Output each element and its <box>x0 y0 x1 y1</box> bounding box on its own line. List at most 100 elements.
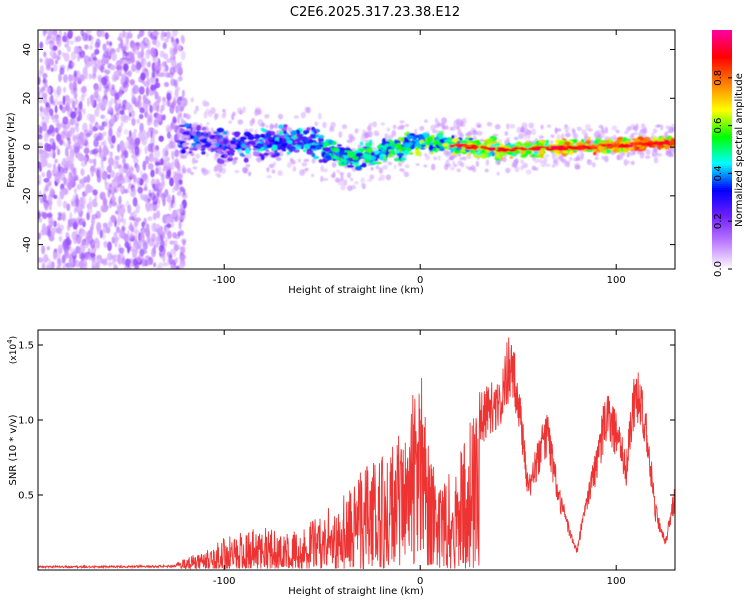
heatmap-cell <box>113 231 118 237</box>
heatmap-cell <box>647 143 652 147</box>
heatmap-cell <box>80 95 85 102</box>
heatmap-cell <box>146 261 150 266</box>
heatmap-cell <box>181 246 186 254</box>
heatmap-cell <box>66 46 71 53</box>
y-tick-label: -20 <box>22 188 33 204</box>
heatmap-cell <box>165 236 169 243</box>
heatmap-cell <box>266 175 273 179</box>
heatmap-cell <box>237 119 244 125</box>
heatmap-cell <box>632 149 636 155</box>
colorbar-segment <box>712 221 732 224</box>
heatmap-cell <box>183 112 187 118</box>
snr-y-label: SNR (10 * v/v) <box>8 414 19 485</box>
heatmap-cell <box>664 141 671 145</box>
colorbar-label: Normalized spectral amplitude <box>734 73 745 227</box>
heatmap-cell <box>54 105 58 114</box>
heatmap-cell <box>95 135 101 141</box>
heatmap-cell <box>329 125 334 130</box>
y-tick-label: 1.5 <box>18 341 34 352</box>
heatmap-cell <box>190 97 195 103</box>
heatmap-cell <box>399 120 405 124</box>
colorbar-segment <box>712 43 732 47</box>
heatmap-cell <box>281 149 287 152</box>
colorbar-segment <box>712 205 732 208</box>
heatmap-cell <box>61 35 68 43</box>
heatmap-cell <box>315 134 320 138</box>
heatmap-cell <box>107 188 111 198</box>
heatmap-cell <box>263 152 270 156</box>
heatmap-cell <box>202 168 208 176</box>
heatmap-cell <box>447 141 455 145</box>
heatmap-cell <box>160 181 165 190</box>
heatmap-cell <box>374 150 381 155</box>
colorbar-segment <box>712 147 732 151</box>
heatmap-cell <box>293 149 300 153</box>
y-tick-label: 0.5 <box>18 491 34 502</box>
heatmap-cell <box>46 35 51 40</box>
heatmap-cell <box>451 126 456 131</box>
heatmap-cell <box>229 140 236 145</box>
heatmap-cell <box>204 135 211 138</box>
heatmap-cell <box>57 148 61 156</box>
heatmap-cell <box>397 161 403 167</box>
heatmap-cell <box>129 79 135 86</box>
heatmap-cell <box>161 231 166 240</box>
heatmap-cell <box>150 84 156 91</box>
heatmap-cell <box>354 128 359 134</box>
heatmap-cell <box>278 124 284 129</box>
heatmap-cell <box>332 141 337 146</box>
heatmap-cell <box>170 122 175 130</box>
colorbar-segment <box>712 63 732 67</box>
colorbar-segment <box>712 49 732 53</box>
heatmap-cell <box>322 177 329 182</box>
heatmap-cell <box>91 264 96 269</box>
heatmap-cell <box>424 119 428 123</box>
colorbar-segment <box>712 159 732 163</box>
heatmap-cell <box>456 168 461 173</box>
heatmap-cell <box>533 158 540 164</box>
heatmap-cell <box>191 157 196 165</box>
heatmap-cell <box>191 123 198 129</box>
heatmap-cell <box>96 169 101 178</box>
heatmap-cell <box>50 94 54 104</box>
heatmap-cell <box>64 147 69 157</box>
heatmap-cell <box>101 205 108 213</box>
heatmap-cell <box>126 167 131 177</box>
heatmap-cell <box>295 134 303 137</box>
heatmap-cell <box>283 124 288 128</box>
heatmap-cell <box>626 144 634 148</box>
heatmap-cell <box>96 103 101 111</box>
heatmap-cell <box>247 171 252 177</box>
heatmap-cell <box>575 156 580 162</box>
heatmap-cell <box>150 169 155 178</box>
heatmap-cell <box>631 138 638 141</box>
heatmap-cell <box>53 220 57 228</box>
heatmap-cell <box>320 175 324 183</box>
heatmap-cell <box>278 137 283 143</box>
heatmap-cell <box>338 131 343 138</box>
heatmap-cell <box>98 153 104 158</box>
heatmap-cell <box>39 65 45 75</box>
heatmap-cell <box>467 130 472 137</box>
colorbar-segment <box>712 31 732 35</box>
heatmap-cell <box>75 142 80 152</box>
heatmap-cell <box>133 128 137 134</box>
heatmap-cell <box>71 175 75 183</box>
heatmap-cell <box>95 255 101 264</box>
heatmap-cell <box>52 252 58 261</box>
colorbar-segment <box>712 65 732 69</box>
heatmap-cell <box>364 154 372 160</box>
heatmap-cell <box>261 122 266 128</box>
heatmap-cell <box>291 142 297 146</box>
colorbar-segment <box>712 81 732 85</box>
heatmap-cell <box>75 151 80 159</box>
heatmap-cell <box>158 135 164 142</box>
heatmap-cell <box>214 142 220 148</box>
heatmap-cell <box>346 164 354 168</box>
heatmap-cell <box>61 52 66 58</box>
heatmap-cell <box>169 66 176 76</box>
heatmap-cell <box>77 47 83 53</box>
heatmap-cell <box>341 163 348 167</box>
heatmap-cell <box>88 196 92 206</box>
heatmap-cell <box>147 216 153 222</box>
